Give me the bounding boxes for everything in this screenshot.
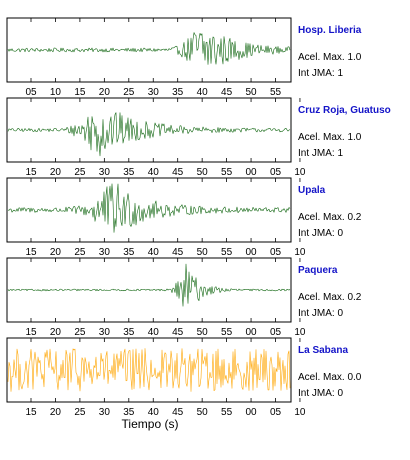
panel-4: 15 20 25 30 35 40 45 50 55 00 05 10 La Sabana Acel. M…: [6, 337, 362, 418]
tick-label: 45: [221, 87, 233, 98]
waveform-trace: [7, 183, 291, 233]
tick-label: 25: [74, 167, 86, 178]
tick-label: 40: [148, 327, 160, 338]
accel-max-label: Acel. Max. 1.0: [298, 52, 362, 63]
tick-label: 50: [197, 167, 209, 178]
tick-label: 45: [172, 247, 184, 258]
jma-intensity-label: Int JMA: 0: [298, 308, 343, 319]
tick-label: 00: [245, 247, 257, 258]
tick-label: 30: [99, 167, 111, 178]
tick-label: 10: [294, 167, 306, 178]
tick-label: 15: [74, 87, 86, 98]
tick-label: 10: [50, 87, 62, 98]
tick-label: 20: [50, 327, 62, 338]
tick-label: 55: [270, 87, 282, 98]
panel-frame: [6, 257, 292, 323]
tick-label: 30: [99, 247, 111, 258]
tick-label: 20: [50, 407, 62, 418]
panel-1: 15 20 25 30 35 40 45 50 55 00 05 10 Cruz Roja, Guatu…: [6, 97, 391, 178]
accel-max-label: Acel. Max. 1.0: [298, 132, 362, 143]
tick-label: 15: [25, 247, 37, 258]
tick-label: 50: [197, 407, 209, 418]
jma-intensity-label: Int JMA: 0: [298, 388, 343, 399]
tick-label: 50: [197, 247, 209, 258]
tick-label: 40: [148, 247, 160, 258]
tick-label: 40: [148, 407, 160, 418]
tick-label: 40: [148, 167, 160, 178]
tick-label: 55: [221, 327, 233, 338]
station-name: Hosp. Liberia: [298, 25, 362, 36]
station-name: Upala: [298, 185, 326, 196]
waveform-trace: [7, 348, 291, 392]
tick-label: 00: [245, 327, 257, 338]
waveform-trace: [7, 112, 291, 157]
accel-max-label: Acel. Max. 0.0: [298, 372, 362, 383]
panel-frame: [6, 177, 292, 243]
tick-label: 55: [221, 407, 233, 418]
tick-label: 10: [294, 247, 306, 258]
tick-label: 50: [197, 327, 209, 338]
station-name: Paquera: [298, 265, 338, 276]
tick-label: 15: [25, 167, 37, 178]
tick-label: 25: [74, 247, 86, 258]
tick-label: 05: [25, 87, 37, 98]
tick-label: 30: [99, 327, 111, 338]
panel-frame: [6, 17, 292, 83]
tick-label: 20: [50, 247, 62, 258]
tick-label: 45: [172, 167, 184, 178]
panel-0: 05 10 15 20 25 30 35 40 45 50 55 Hosp. Liberia Acel.…: [6, 17, 362, 98]
panel-2: 15 20 25 30 35 40 45 50 55 00 05 10 Upala Acel. Max. …: [6, 177, 362, 258]
tick-label: 05: [270, 327, 282, 338]
panel-frame: [6, 337, 292, 403]
tick-label: 45: [172, 327, 184, 338]
tick-label: 50: [245, 87, 257, 98]
tick-label: 15: [25, 327, 37, 338]
tick-label: 00: [245, 167, 257, 178]
tick-label: 35: [123, 327, 135, 338]
tick-label: 25: [74, 407, 86, 418]
waveform-trace: [7, 32, 291, 65]
tick-label: 00: [245, 407, 257, 418]
jma-intensity-label: Int JMA: 1: [298, 68, 343, 79]
tick-label: 30: [148, 87, 160, 98]
station-name: Cruz Roja, Guatuso: [298, 105, 391, 116]
tick-label: 25: [123, 87, 135, 98]
tick-label: 20: [50, 167, 62, 178]
tick-label: 35: [123, 167, 135, 178]
tick-label: 05: [270, 247, 282, 258]
tick-label: 20: [99, 87, 111, 98]
jma-intensity-label: Int JMA: 1: [298, 148, 343, 159]
accel-max-label: Acel. Max. 0.2: [298, 212, 362, 223]
panel-3: 15 20 25 30 35 40 45 50 55 00 05 10 Paquera Acel. Max…: [6, 257, 362, 338]
x-axis-label: Tiempo (s): [122, 417, 179, 431]
tick-label: 35: [123, 247, 135, 258]
panel-frame: [6, 97, 292, 163]
tick-label: 30: [99, 407, 111, 418]
tick-label: 35: [123, 407, 135, 418]
tick-label: 10: [294, 407, 306, 418]
tick-label: 55: [221, 247, 233, 258]
station-name: La Sabana: [298, 345, 348, 356]
tick-label: 45: [172, 407, 184, 418]
tick-label: 05: [270, 407, 282, 418]
tick-label: 15: [25, 407, 37, 418]
tick-label: 40: [197, 87, 209, 98]
tick-label: 25: [74, 327, 86, 338]
jma-intensity-label: Int JMA: 0: [298, 228, 343, 239]
panels-group: 05 10 15 20 25 30 35 40 45 50 55 Hosp. Liberia Acel.…: [6, 17, 391, 418]
accel-max-label: Acel. Max. 0.2: [298, 292, 362, 303]
tick-label: 55: [221, 167, 233, 178]
tick-label: 10: [294, 327, 306, 338]
waveform-trace: [7, 263, 291, 307]
tick-label: 05: [270, 167, 282, 178]
tick-label: 35: [172, 87, 184, 98]
